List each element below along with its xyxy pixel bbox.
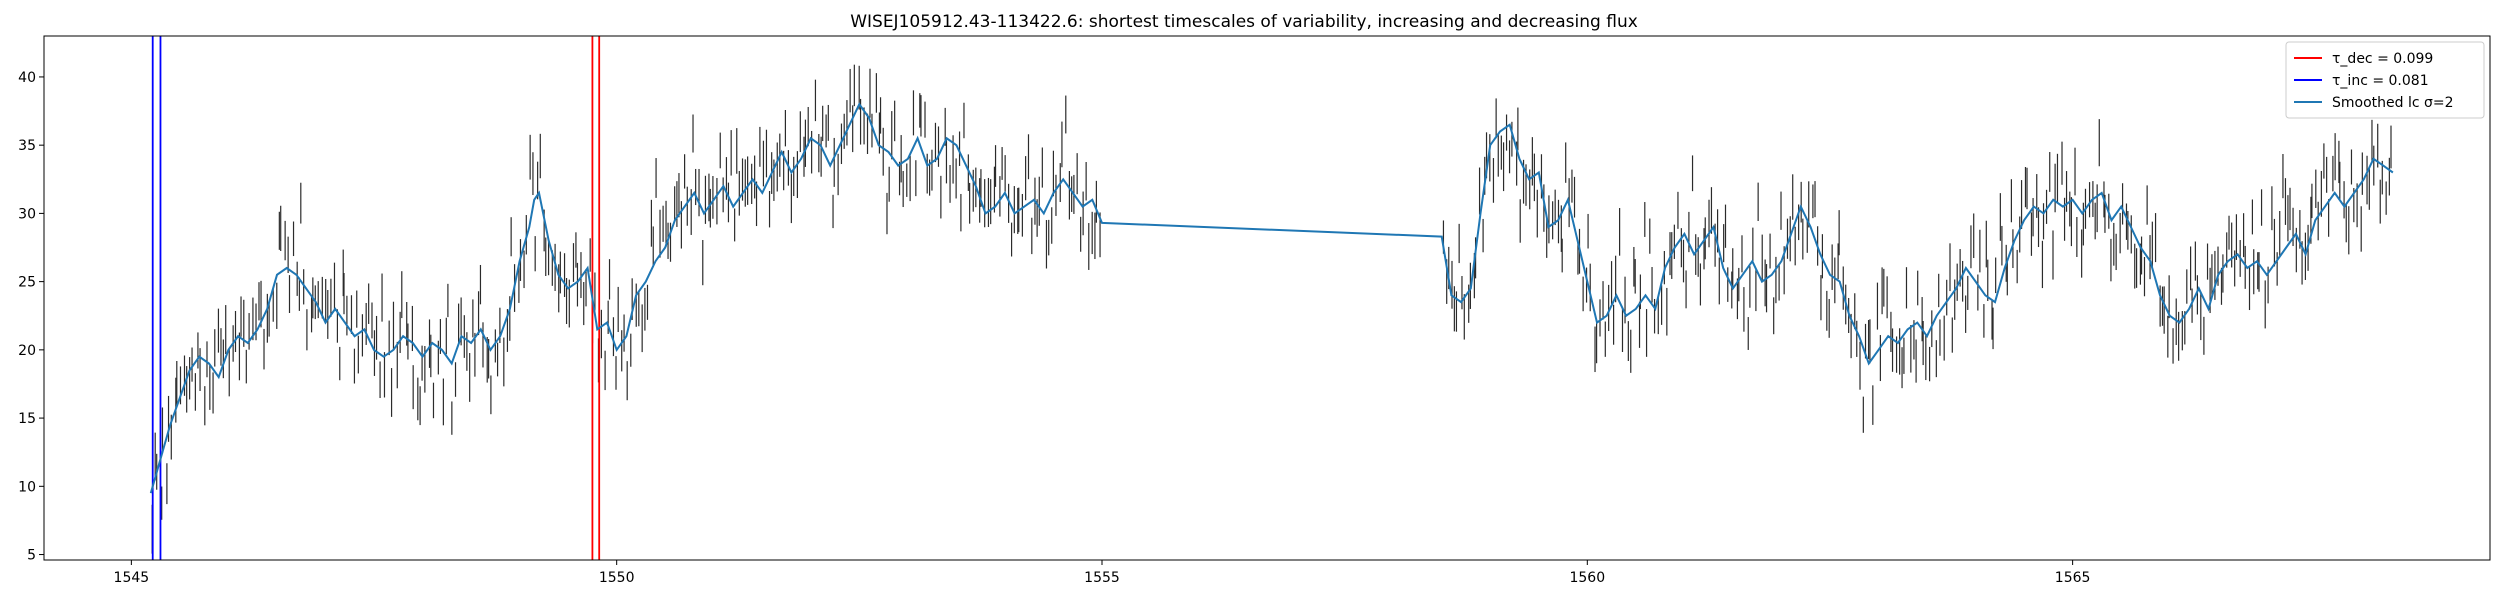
plot-frame [43, 35, 2491, 561]
legend-label: Smoothed lc σ=2 [2332, 95, 2454, 111]
x-tick-label: 1555 [1084, 570, 1120, 586]
y-tick-label: 25 [18, 275, 36, 291]
timescale-lines [151, 36, 601, 560]
x-tick-label: 1565 [2055, 570, 2091, 586]
x-tick-label: 1545 [114, 570, 150, 586]
legend-label: τ_dec = 0.099 [2332, 51, 2433, 67]
y-tick-label: 10 [18, 479, 36, 495]
y-tick-label: 35 [18, 138, 36, 154]
y-tick-label: 15 [18, 411, 36, 427]
legend-box [2285, 41, 2485, 119]
y-tick-label: 5 [27, 548, 36, 564]
legend-label: τ_inc = 0.081 [2332, 73, 2429, 89]
smoothed-curve [149, 102, 2394, 494]
x-tick-label: 1550 [599, 570, 635, 586]
plot-data [151, 64, 2392, 554]
y-tick-label: 40 [18, 70, 36, 86]
legend: τ_dec = 0.099 τ_inc = 0.081 Smoothed lc σ=… [2285, 41, 2485, 119]
x-axis: 1545 1550 1555 1560 1565 [114, 560, 2091, 586]
y-tick-label: 20 [18, 343, 36, 359]
smoothed-lightcurve-line [149, 102, 2394, 494]
y-axis: 5 10 15 20 25 30 35 40 [18, 70, 44, 564]
chart-title: WISEJ105912.43-113422.6: shortest timesc… [850, 12, 1638, 32]
x-tick-label: 1560 [1569, 570, 1605, 586]
y-tick-label: 30 [18, 206, 36, 222]
